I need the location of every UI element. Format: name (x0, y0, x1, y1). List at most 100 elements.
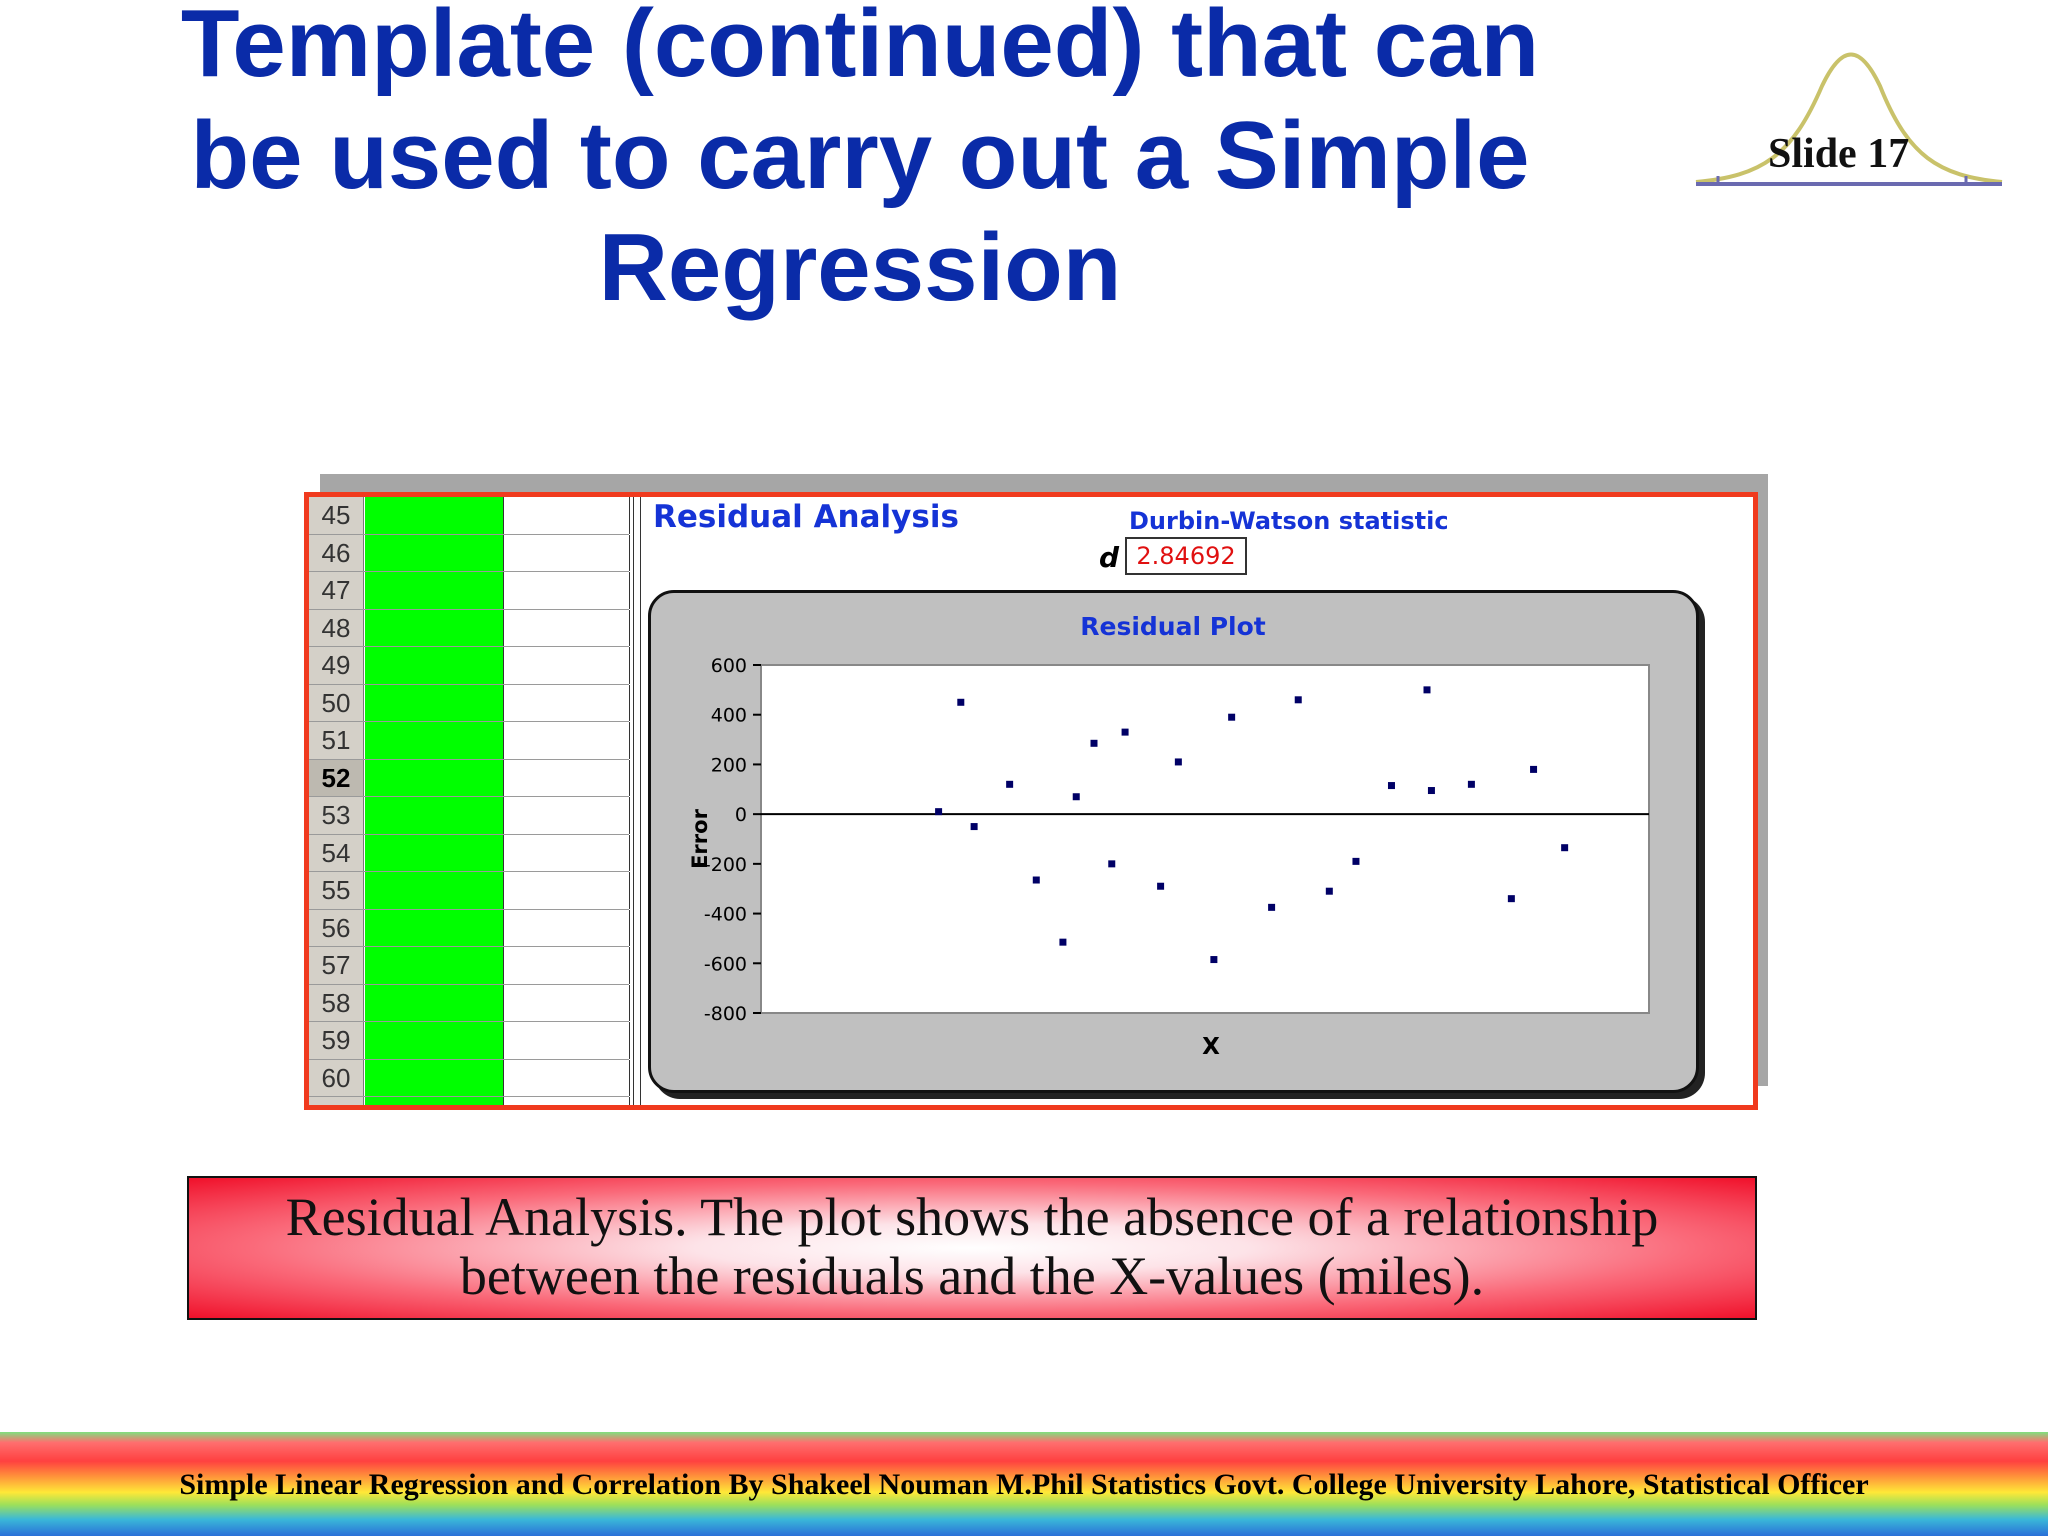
green-cell[interactable] (365, 797, 504, 834)
residual-point (1294, 696, 1302, 704)
residual-point (1387, 782, 1395, 790)
row-header[interactable]: 49 (309, 647, 364, 684)
sheet-row[interactable]: 52 (309, 759, 630, 797)
sheet-row[interactable]: 57 (309, 947, 630, 985)
residual-plot-panel[interactable]: Residual Plot 600 400 200 0 -200 -400 -600 -800… (648, 590, 1699, 1093)
slide-title-line-3: Regression (598, 214, 1122, 321)
row-header[interactable]: 50 (309, 684, 364, 721)
row-header[interactable]: 45 (309, 497, 364, 534)
row-header[interactable]: 48 (309, 609, 364, 646)
residual-point (1210, 956, 1218, 964)
sheet-row[interactable]: 50 (309, 684, 630, 722)
row-header[interactable]: 53 (309, 797, 364, 834)
white-cell[interactable] (505, 947, 630, 984)
white-cell[interactable] (505, 1022, 630, 1059)
green-cell[interactable] (365, 722, 504, 759)
residual-point (1423, 686, 1431, 694)
durbin-watson-value[interactable]: 2.84692 (1125, 537, 1247, 575)
white-cell[interactable] (505, 984, 630, 1021)
sheet-row[interactable]: 48 (309, 609, 630, 647)
sheet-row[interactable]: 59 (309, 1022, 630, 1060)
white-cell[interactable] (505, 684, 630, 721)
white-cell[interactable] (505, 497, 630, 534)
footer-text: Simple Linear Regression and Correlation… (179, 1468, 1869, 1501)
row-header[interactable]: 52 (309, 759, 364, 796)
white-cell[interactable] (505, 572, 630, 609)
chart-title: Residual Plot (1080, 612, 1266, 641)
row-header[interactable]: 57 (309, 947, 364, 984)
y-tick-label: -800 (704, 1003, 747, 1025)
white-cell[interactable] (505, 834, 630, 871)
white-cell[interactable] (505, 909, 630, 946)
row-header[interactable]: 51 (309, 722, 364, 759)
residual-point (1352, 857, 1360, 865)
green-cell[interactable] (365, 759, 504, 796)
y-tick-label: 400 (711, 705, 747, 727)
white-cell[interactable] (505, 759, 630, 796)
residual-point (1072, 793, 1080, 801)
sheet-row[interactable]: 45 (309, 497, 630, 535)
green-cell[interactable] (365, 609, 504, 646)
white-cell[interactable] (505, 647, 630, 684)
green-cell[interactable] (365, 909, 504, 946)
y-tick-label: 0 (735, 804, 747, 826)
sheet-row[interactable]: 56 (309, 909, 630, 947)
residual-point (1268, 903, 1276, 911)
green-cell[interactable] (365, 497, 504, 534)
row-header[interactable]: 54 (309, 834, 364, 871)
row-header[interactable]: 47 (309, 572, 364, 609)
sheet-row[interactable]: 60 (309, 1059, 630, 1097)
y-tick-label: 200 (711, 754, 747, 776)
residual-point (1467, 780, 1475, 788)
sheet-row[interactable]: 49 (309, 647, 630, 685)
slide-number-badge: Slide 17 (1768, 131, 1910, 177)
caption-line-1: Residual Analysis. The plot shows the ab… (285, 1187, 1659, 1247)
sheet-row[interactable]: 61 (309, 1097, 630, 1105)
sheet-row[interactable]: 46 (309, 534, 630, 572)
white-cell[interactable] (505, 797, 630, 834)
green-cell[interactable] (365, 1022, 504, 1059)
green-cell[interactable] (365, 1059, 504, 1096)
row-header[interactable]: 60 (309, 1059, 364, 1096)
residual-point (1032, 876, 1040, 884)
green-cell[interactable] (365, 984, 504, 1021)
white-cell[interactable] (505, 609, 630, 646)
sheet-row[interactable]: 47 (309, 572, 630, 610)
row-header[interactable]: 46 (309, 534, 364, 571)
green-cell[interactable] (365, 834, 504, 871)
residual-point (935, 808, 943, 816)
green-cell[interactable] (365, 572, 504, 609)
white-cell[interactable] (505, 872, 630, 909)
residual-point (1507, 895, 1515, 903)
green-cell[interactable] (365, 1097, 504, 1105)
sheet-row[interactable]: 51 (309, 722, 630, 760)
plot-area (760, 664, 1650, 1014)
residual-point (1325, 887, 1333, 895)
sheet-row[interactable]: 54 (309, 834, 630, 872)
row-header[interactable]: 58 (309, 984, 364, 1021)
sheet-row[interactable]: 55 (309, 872, 630, 910)
white-cell[interactable] (505, 722, 630, 759)
green-cell[interactable] (365, 534, 504, 571)
spreadsheet-screenshot: 4546474849505152535455565758596061 Resid… (304, 492, 1758, 1110)
row-header[interactable]: 59 (309, 1022, 364, 1059)
residual-point (1157, 882, 1165, 890)
white-cell[interactable] (505, 534, 630, 571)
sheet-row[interactable]: 53 (309, 797, 630, 835)
sheet-row[interactable]: 58 (309, 984, 630, 1022)
row-header[interactable]: 56 (309, 909, 364, 946)
residual-point (1090, 739, 1098, 747)
y-tick-label: 600 (711, 655, 747, 677)
white-cell[interactable] (505, 1097, 630, 1105)
row-header[interactable]: 61 (309, 1097, 364, 1105)
bell-curve-icon (1695, 52, 2003, 186)
data-points (935, 686, 1569, 964)
green-cell[interactable] (365, 872, 504, 909)
green-cell[interactable] (365, 647, 504, 684)
green-cell[interactable] (365, 684, 504, 721)
row-header[interactable]: 55 (309, 872, 364, 909)
white-cell[interactable] (505, 1059, 630, 1096)
green-cell[interactable] (365, 947, 504, 984)
caption-line-2: between the residuals and the X-values (… (459, 1246, 1485, 1306)
residual-point (957, 698, 965, 706)
